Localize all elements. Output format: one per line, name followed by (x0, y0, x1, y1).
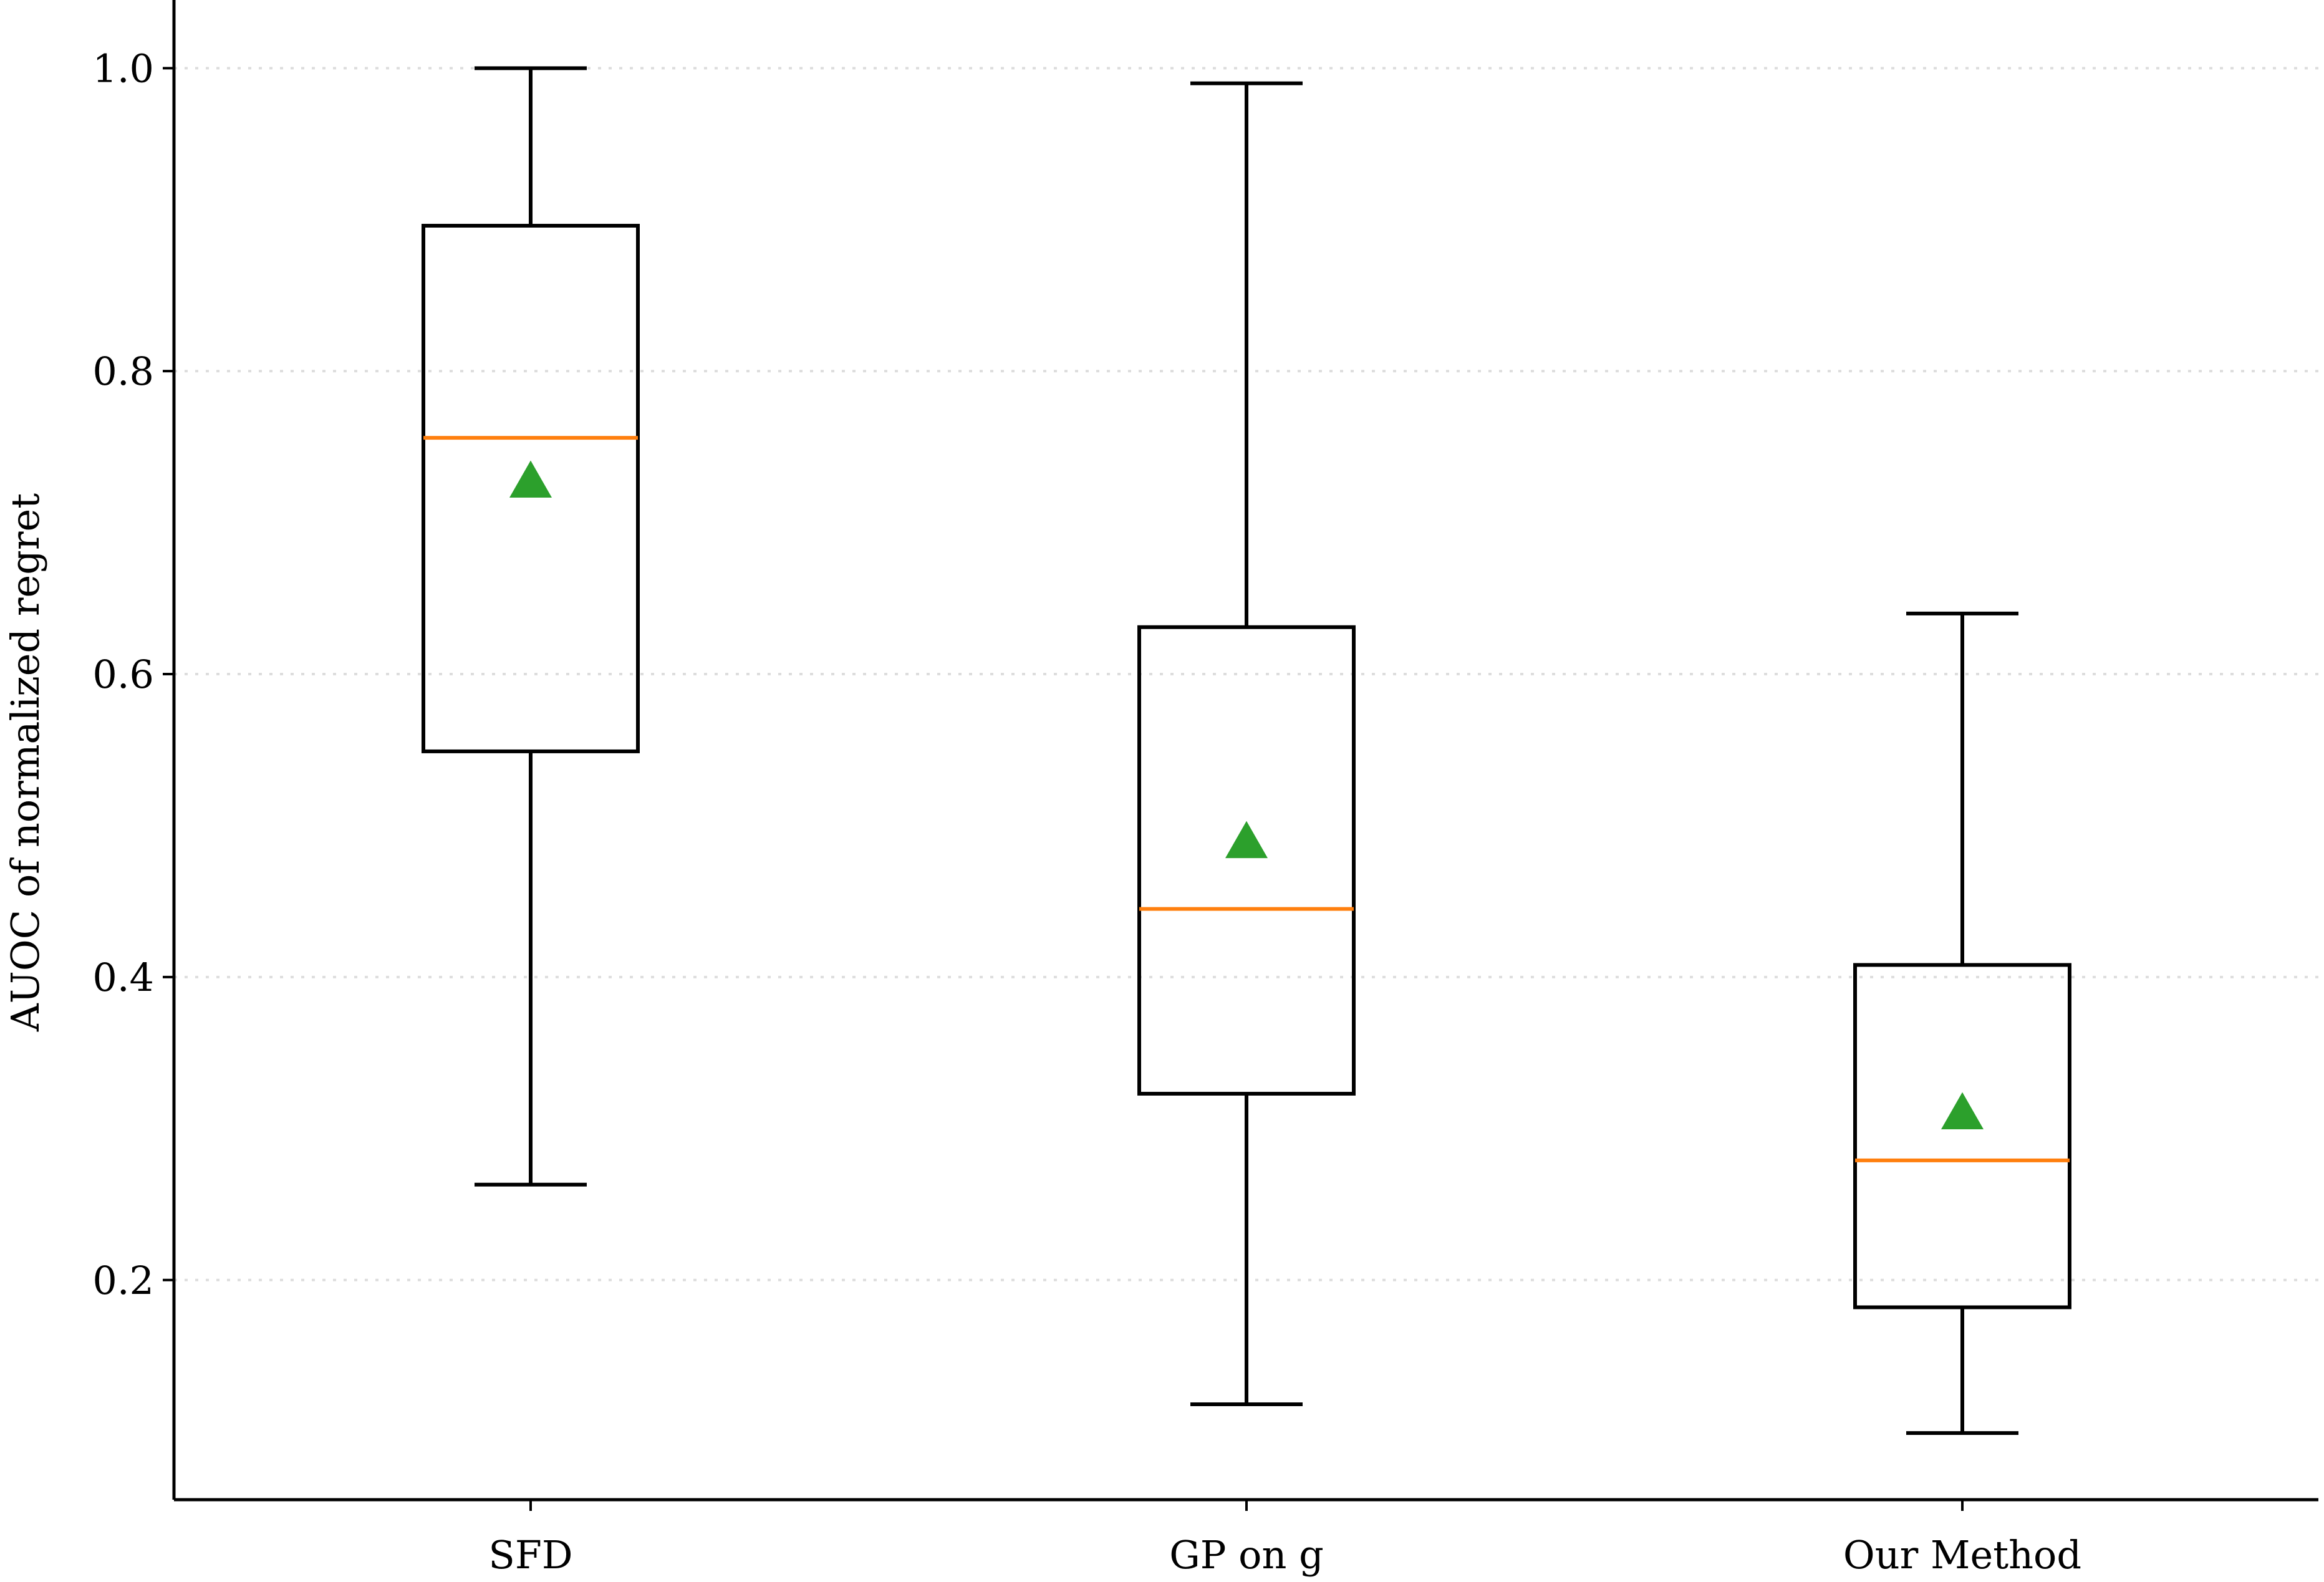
box-group (1853, 611, 2071, 1435)
box-iqr (422, 223, 640, 753)
box-group (422, 66, 640, 1187)
y-tick-label: 0.8 (92, 349, 154, 394)
mean-marker (1941, 1092, 1984, 1130)
mean-marker (1225, 821, 1268, 859)
x-tick-label: GP on g (1169, 1532, 1324, 1578)
y-axis-title: AUOC of normalized regret (2, 493, 48, 1032)
box-series (422, 66, 2071, 1435)
y-tick-label: 0.2 (92, 1258, 154, 1303)
x-ticks: SFD GP on g Our Method (488, 1500, 2081, 1578)
y-tick-label: 0.6 (92, 652, 154, 697)
x-tick-label: Our Method (1843, 1532, 2081, 1578)
mean-marker (509, 460, 552, 498)
y-tick-label: 1.0 (92, 46, 154, 91)
y-ticks: 0.2 0.4 0.6 0.8 1.0 (92, 46, 174, 1303)
box-iqr (1853, 963, 2071, 1309)
box-iqr (1137, 625, 1356, 1096)
box-group (1137, 81, 1356, 1406)
y-tick-label: 0.4 (92, 955, 154, 1000)
x-tick-label: SFD (488, 1532, 572, 1578)
